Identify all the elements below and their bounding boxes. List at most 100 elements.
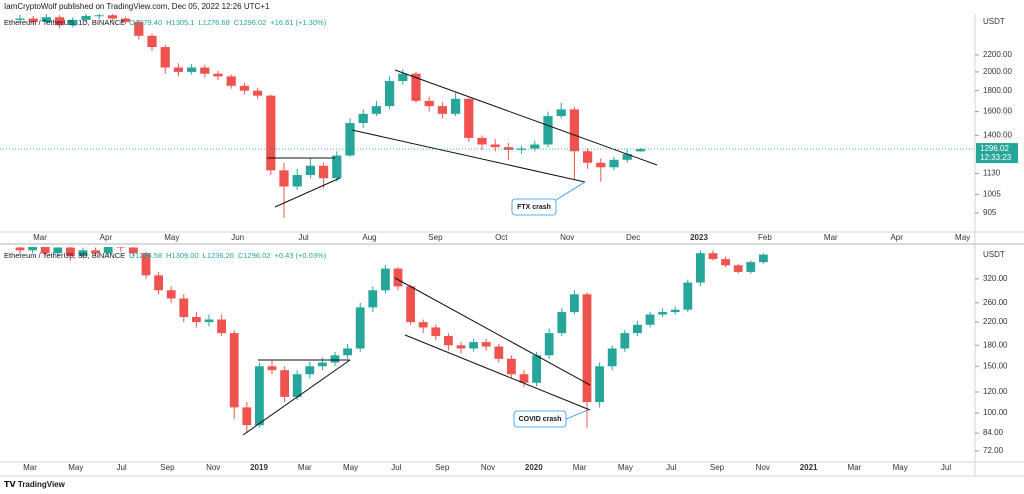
candle-body: [120, 18, 131, 22]
candle-body: [431, 327, 441, 337]
candle-body: [532, 355, 542, 383]
legend-value: O1295.58: [129, 251, 162, 260]
candle-body: [78, 250, 88, 257]
candle-body: [595, 366, 605, 403]
legend-value: H1309.00: [166, 251, 199, 260]
candle-body: [645, 314, 655, 325]
candle-body: [620, 333, 630, 349]
candle-body: [490, 144, 500, 148]
candle-body: [596, 162, 606, 168]
candle-body: [160, 47, 170, 68]
x-tick-label: May: [68, 463, 83, 472]
x-tick-label: Feb: [758, 233, 772, 242]
x-tick-label: May: [893, 463, 908, 472]
candle-body: [746, 262, 756, 272]
candle-body: [173, 67, 184, 72]
candle-body: [68, 19, 78, 26]
x-tick-label: Mar: [824, 233, 838, 242]
candle-body: [543, 116, 553, 145]
y-tick-label: 100.00: [983, 408, 1008, 417]
candle-body: [81, 15, 91, 20]
candle-body: [239, 85, 250, 91]
y-tick-label: 2000.00: [983, 67, 1012, 76]
candle-body: [519, 374, 529, 383]
x-tick-label: Mar: [848, 463, 862, 472]
legend-value: +16.61 (+1.30%): [270, 18, 326, 27]
candle-body: [141, 253, 151, 276]
x-tick-label: Nov: [206, 463, 220, 472]
annotation: COVID crash: [519, 416, 562, 423]
legend-value: L1276.68: [198, 18, 229, 27]
candle-body: [424, 100, 434, 107]
candle-body: [226, 76, 236, 86]
candle-body: [582, 294, 592, 403]
legend-value: C1296.02: [234, 18, 267, 27]
x-tick-label: Mar: [573, 463, 587, 472]
candle-body: [103, 247, 113, 254]
candle-body: [658, 312, 668, 315]
candle-body: [317, 362, 327, 367]
candle-body: [569, 294, 579, 313]
x-tick-label: Apr: [100, 233, 113, 242]
candle-body: [147, 35, 157, 48]
candle-body: [368, 290, 378, 308]
x-tick-label: Jul: [116, 463, 126, 472]
candle-body: [154, 275, 164, 291]
candle-body: [204, 319, 214, 323]
candle-body: [358, 113, 368, 124]
x-tick-label: May: [618, 463, 633, 472]
candle-body: [107, 15, 118, 19]
x-tick-label: Sep: [428, 233, 443, 242]
candle-body: [450, 98, 461, 114]
candle-body: [229, 333, 239, 408]
candle-body: [179, 298, 189, 317]
candle-body: [166, 290, 176, 299]
candle-body: [635, 149, 646, 152]
candle-body: [252, 90, 263, 96]
footer-logo[interactable]: 𝗧𝗩 TradingView: [4, 480, 66, 489]
x-tick-label: Nov: [756, 463, 770, 472]
candle-body: [53, 247, 63, 254]
candle-body: [557, 312, 567, 334]
candle-body: [393, 268, 403, 287]
x-tick-label: Jul: [391, 463, 401, 472]
candle-body: [266, 95, 276, 171]
candle-body: [254, 366, 264, 426]
candle-body: [91, 250, 101, 254]
legend-value: L1236.26: [203, 251, 234, 260]
x-tick-label: Aug: [362, 233, 376, 242]
y-tick-label: 1130: [983, 169, 1001, 178]
x-tick-label: Apr: [890, 233, 903, 242]
legend-symbol: Ethereum / TetherUS, 1D, BINANCE: [4, 18, 125, 27]
x-tick-label: 2023: [690, 233, 708, 242]
x-tick-label: May: [955, 233, 970, 242]
candle-body: [41, 17, 52, 22]
candle-body: [477, 137, 487, 145]
candle-body: [582, 151, 593, 163]
y-tick-label: 905: [983, 208, 997, 217]
candle-body: [632, 324, 642, 334]
y-tick-label: 84.00: [983, 428, 1004, 437]
y-tick-label: 320.00: [983, 274, 1008, 283]
candle-body: [607, 348, 617, 367]
legend: Ethereum / TetherUS, 3D, BINANCE O1295.58…: [4, 251, 327, 260]
candle-body: [343, 348, 353, 356]
candle-body: [609, 159, 619, 168]
candle-body: [506, 358, 516, 375]
x-tick-label: Nov: [481, 463, 495, 472]
drawings-bottom: [242, 277, 591, 436]
candle-body: [242, 407, 252, 426]
candle-body: [530, 144, 540, 149]
x-tick-label: Jul: [666, 463, 676, 472]
candle-body: [217, 319, 227, 334]
candle-body: [128, 247, 138, 254]
currency: USDT: [983, 17, 1005, 26]
candle-body: [411, 73, 421, 101]
candle-body: [28, 18, 38, 22]
candle-body: [94, 15, 104, 17]
x-tick-label: Jul: [941, 463, 951, 472]
candle-body: [15, 247, 25, 251]
x-tick-label: May: [164, 233, 179, 242]
